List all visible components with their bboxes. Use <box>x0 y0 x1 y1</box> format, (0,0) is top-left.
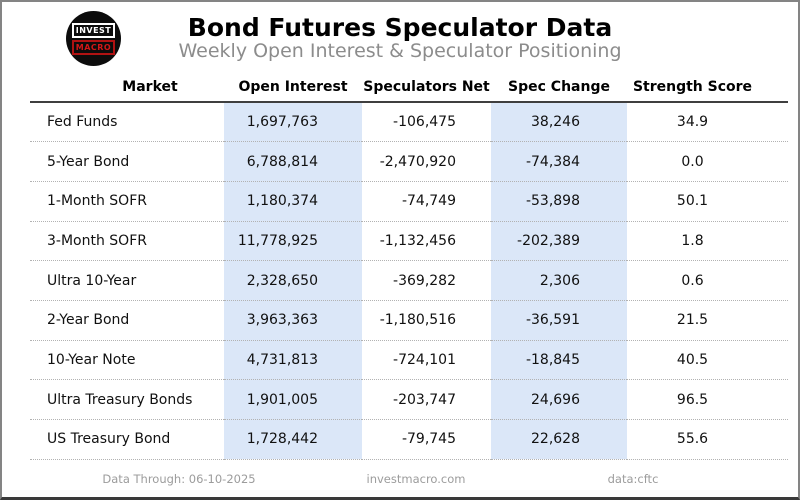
cell-spec-change: 2,306 <box>491 260 627 301</box>
investmacro-logo: INVEST MACRO <box>66 11 121 66</box>
logo-invest-label: INVEST <box>71 22 116 38</box>
cell-strength-score: 55.6 <box>627 419 788 460</box>
cell-open-interest: 6,788,814 <box>224 141 362 182</box>
cell-speculators-net: -369,282 <box>362 260 491 301</box>
cell-market: Fed Funds <box>30 102 224 143</box>
cell-strength-score: 0.6 <box>627 260 788 301</box>
table-row: 3-Month SOFR 11,778,925 -1,132,456 -202,… <box>30 221 788 262</box>
cell-strength-score: 0.0 <box>627 141 788 182</box>
cell-spec-change: 38,246 <box>491 102 627 143</box>
cell-spec-change: -74,384 <box>491 141 627 182</box>
cell-open-interest: 1,697,763 <box>224 102 362 143</box>
cell-market: 1-Month SOFR <box>30 181 224 222</box>
cell-market: 10-Year Note <box>30 340 224 381</box>
table-row: Fed Funds 1,697,763 -106,475 38,246 34.9 <box>30 102 788 143</box>
table-row: 2-Year Bond 3,963,363 -1,180,516 -36,591… <box>30 300 788 341</box>
cell-speculators-net: -203,747 <box>362 379 491 420</box>
table-row: 1-Month SOFR 1,180,374 -74,749 -53,898 5… <box>30 181 788 222</box>
col-header-spec-change: Spec Change <box>491 73 627 103</box>
col-header-strength-score: Strength Score <box>627 73 788 103</box>
cell-spec-change: -18,845 <box>491 340 627 381</box>
cell-open-interest: 1,180,374 <box>224 181 362 222</box>
cell-speculators-net: -1,132,456 <box>362 221 491 262</box>
cell-market: 5-Year Bond <box>30 141 224 182</box>
cell-speculators-net: -74,749 <box>362 181 491 222</box>
cell-strength-score: 50.1 <box>627 181 788 222</box>
cell-spec-change: 24,696 <box>491 379 627 420</box>
cell-market: 2-Year Bond <box>30 300 224 341</box>
cell-open-interest: 2,328,650 <box>224 260 362 301</box>
cell-open-interest: 1,901,005 <box>224 379 362 420</box>
cell-spec-change: -202,389 <box>491 221 627 262</box>
cell-open-interest: 1,728,442 <box>224 419 362 460</box>
page-title: Bond Futures Speculator Data <box>187 13 613 42</box>
speculator-table: Market Open Interest Speculators Net Spe… <box>30 73 788 460</box>
table-row: Ultra Treasury Bonds 1,901,005 -203,747 … <box>30 379 788 420</box>
cell-spec-change: 22,628 <box>491 419 627 460</box>
cell-market: US Treasury Bond <box>30 419 224 460</box>
cell-market: Ultra 10-Year <box>30 260 224 301</box>
table-row: 10-Year Note 4,731,813 -724,101 -18,845 … <box>30 340 788 381</box>
cell-spec-change: -36,591 <box>491 300 627 341</box>
footer-data-through: Data Through: 06-10-2025 <box>102 472 256 486</box>
table-header-row: Market Open Interest Speculators Net Spe… <box>30 73 788 103</box>
page-subtitle: Weekly Open Interest & Speculator Positi… <box>178 40 622 62</box>
logo-macro-label: MACRO <box>71 39 116 55</box>
cell-open-interest: 3,963,363 <box>224 300 362 341</box>
footer-source: data:cftc <box>607 472 659 486</box>
cell-open-interest: 11,778,925 <box>224 221 362 262</box>
cell-open-interest: 4,731,813 <box>224 340 362 381</box>
cell-speculators-net: -1,180,516 <box>362 300 491 341</box>
col-header-speculators-net: Speculators Net <box>362 73 491 103</box>
cell-strength-score: 34.9 <box>627 102 788 143</box>
cell-spec-change: -53,898 <box>491 181 627 222</box>
table-row: US Treasury Bond 1,728,442 -79,745 22,62… <box>30 419 788 460</box>
cell-speculators-net: -106,475 <box>362 102 491 143</box>
cell-market: 3-Month SOFR <box>30 221 224 262</box>
table-row: Ultra 10-Year 2,328,650 -369,282 2,306 0… <box>30 260 788 301</box>
cell-speculators-net: -2,470,920 <box>362 141 491 182</box>
cell-market: Ultra Treasury Bonds <box>30 379 224 420</box>
col-header-open-interest: Open Interest <box>224 73 362 103</box>
cell-strength-score: 21.5 <box>627 300 788 341</box>
footer-website: investmacro.com <box>366 472 466 486</box>
col-header-market: Market <box>30 73 224 103</box>
cell-speculators-net: -724,101 <box>362 340 491 381</box>
cell-strength-score: 40.5 <box>627 340 788 381</box>
cell-speculators-net: -79,745 <box>362 419 491 460</box>
cell-strength-score: 96.5 <box>627 379 788 420</box>
cell-strength-score: 1.8 <box>627 221 788 262</box>
table-row: 5-Year Bond 6,788,814 -2,470,920 -74,384… <box>30 141 788 182</box>
